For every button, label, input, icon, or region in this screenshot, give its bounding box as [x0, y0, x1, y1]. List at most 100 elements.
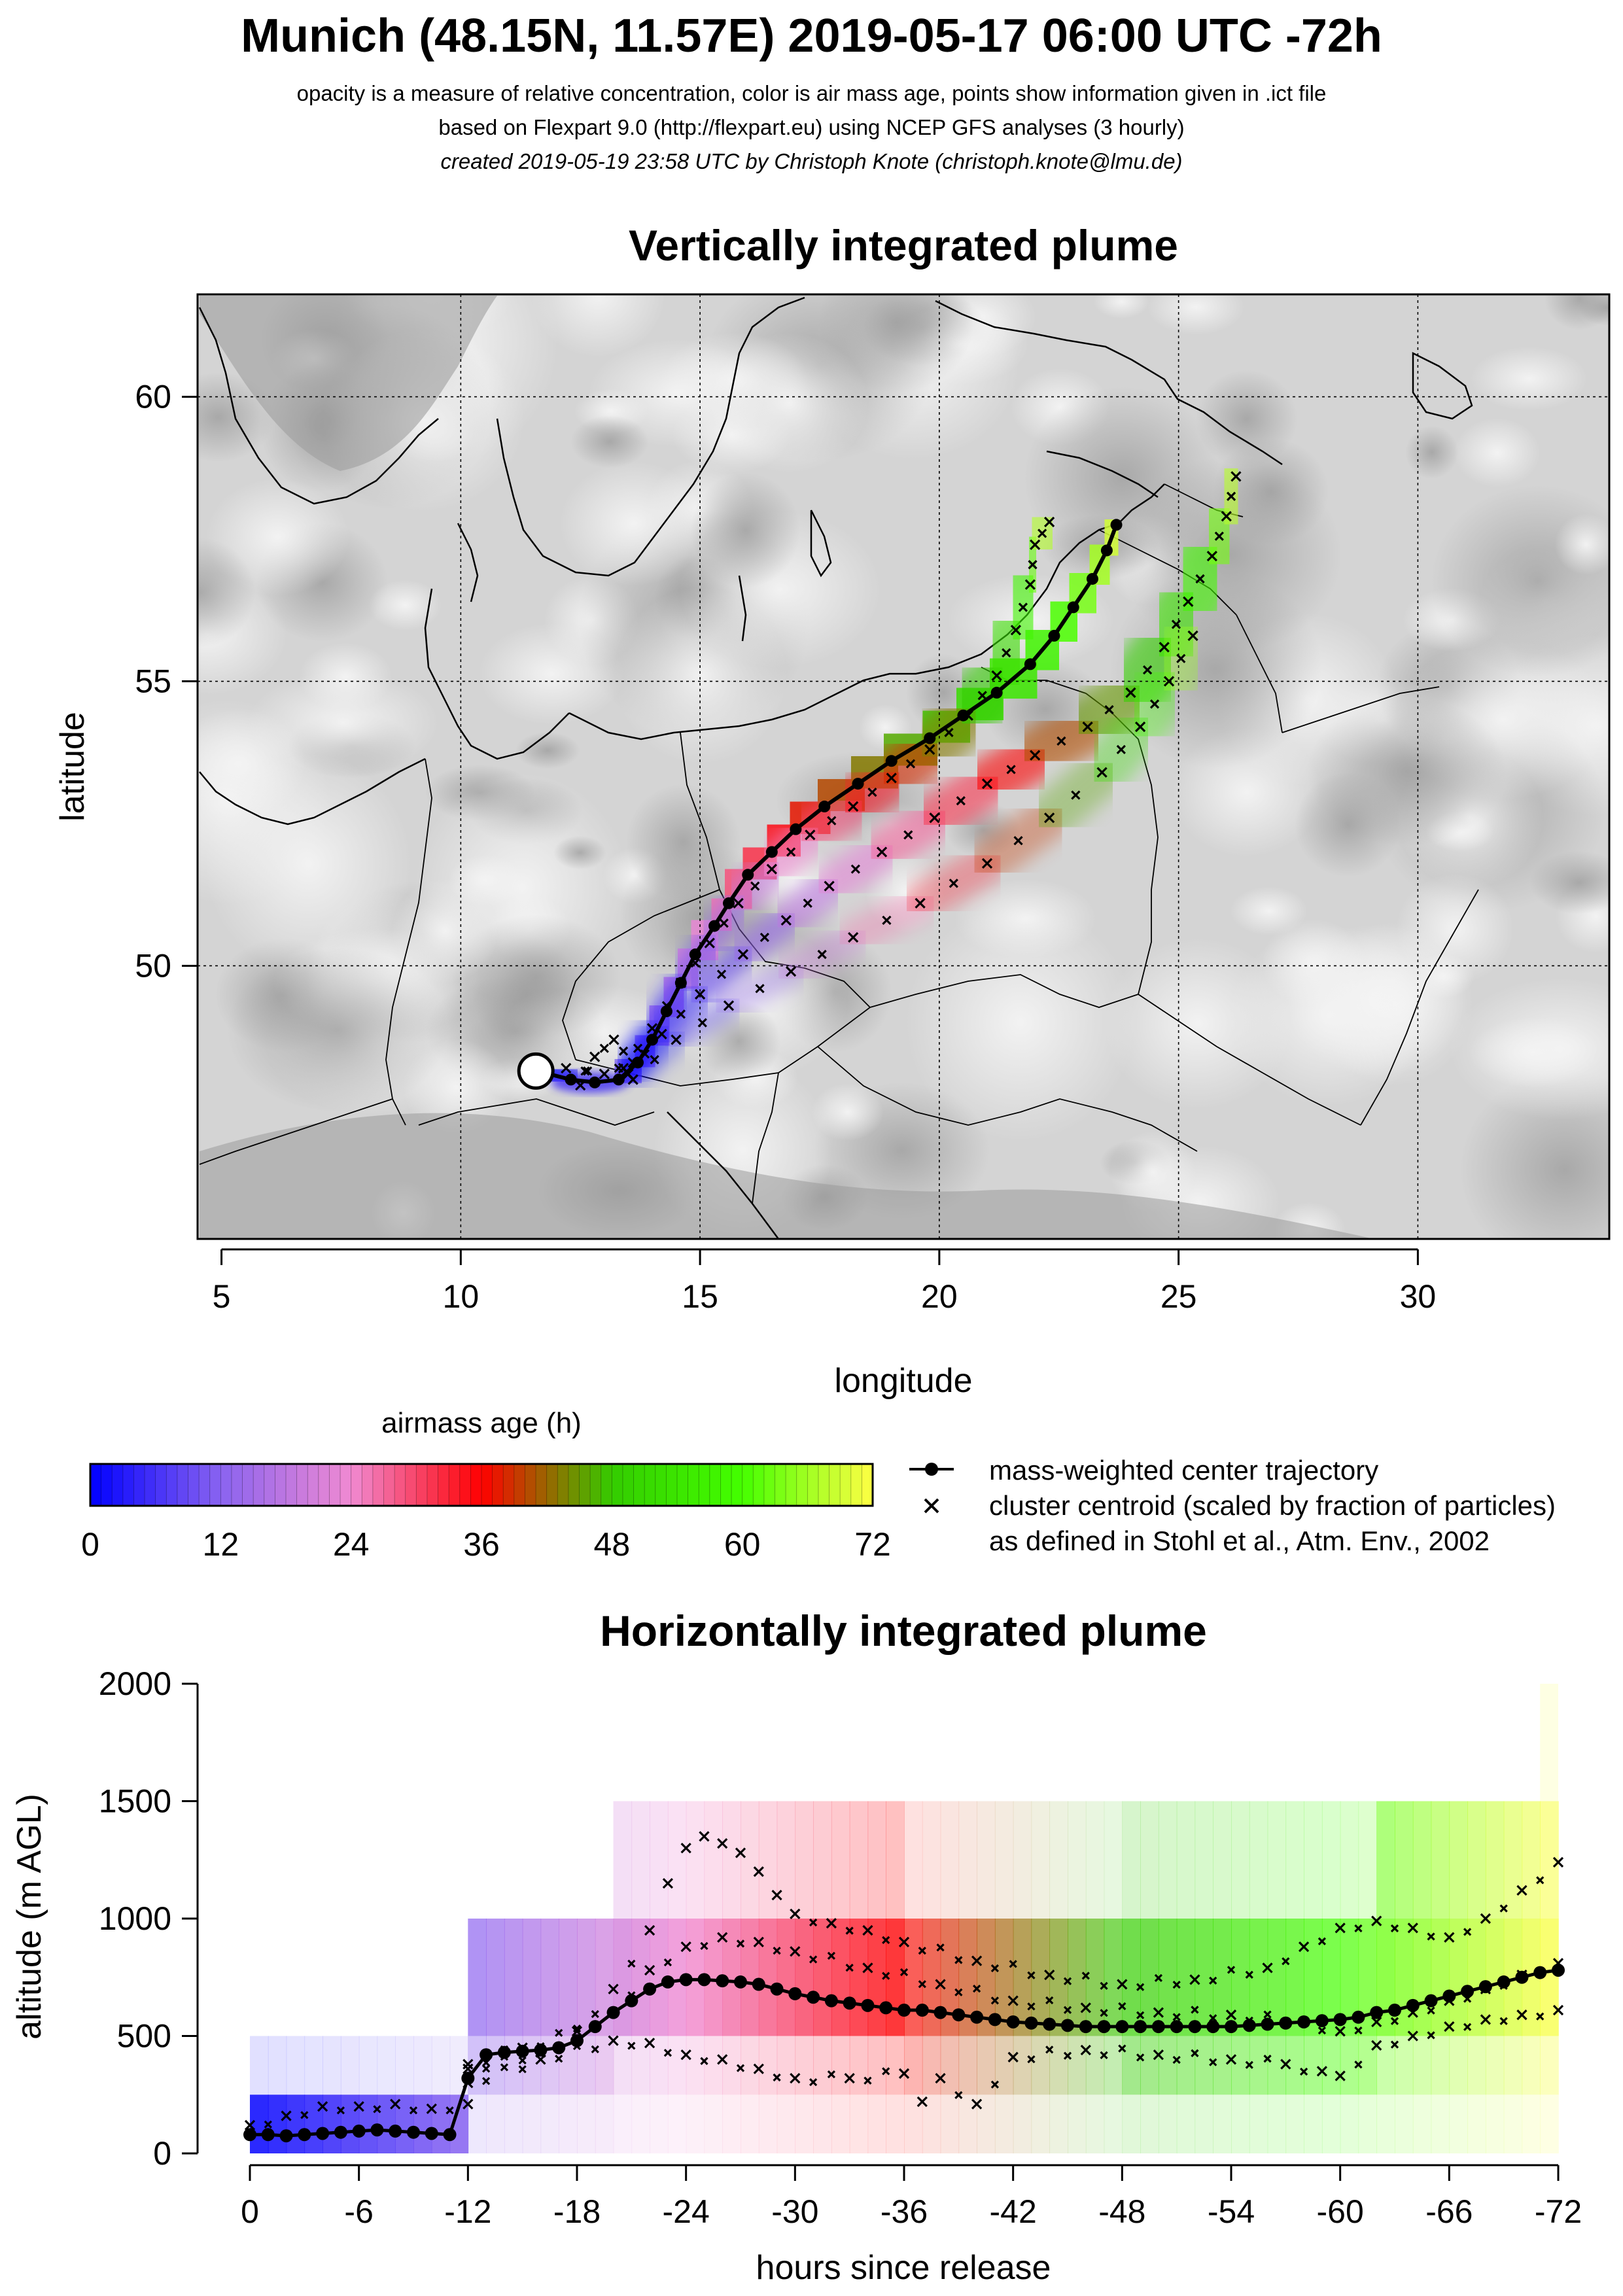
altitude-center-point [316, 2127, 330, 2140]
altitude-cluster-marker [1354, 2026, 1363, 2035]
altitude-cluster-marker [1499, 1904, 1508, 1913]
altitude-heat-cell [686, 2036, 705, 2095]
altitude-heat-cell [413, 2036, 432, 2095]
altitude-cluster-marker [1536, 1876, 1544, 1885]
altitude-cluster-marker [936, 1943, 945, 1952]
altitude-heat-cell [867, 2036, 887, 2095]
altitude-cluster-marker [972, 1984, 981, 1993]
colorbar-cell [731, 1464, 743, 1506]
altitude-heat-cell [1049, 1801, 1068, 1919]
cluster-centroid-marker [867, 788, 877, 797]
altitude-cluster-marker [426, 2103, 437, 2114]
altitude-heat-cell [1013, 1801, 1032, 1919]
colorbar-cell [601, 1464, 612, 1506]
center-trajectory-point [632, 1056, 644, 1069]
altitude-cluster-marker [627, 2042, 636, 2050]
altitude-center-point [988, 2013, 1002, 2026]
altitude-heat-cell [940, 2036, 960, 2095]
altitude-center-point [534, 2044, 548, 2057]
altitude-cluster-marker [1552, 1856, 1564, 1868]
altitude-center-point [915, 2004, 929, 2017]
altitude-cluster-marker [264, 2120, 272, 2129]
altitude-cluster-marker [1153, 2049, 1164, 2061]
altitude-cluster-marker [736, 2064, 745, 2072]
altitude-heat-cell [1158, 2095, 1178, 2153]
colorbar-cell [188, 1464, 200, 1506]
altitude-heat-cell [831, 1919, 850, 2036]
terrain-patch [811, 1083, 884, 1141]
altitude-cluster-marker [809, 1955, 818, 1964]
altitude-center-point [1134, 2020, 1147, 2034]
altitude-center-point [407, 2125, 420, 2139]
altitude-heat-cell [1449, 2036, 1468, 2095]
center-trajectory-point [722, 897, 735, 909]
altitude-cluster-marker [1009, 1960, 1017, 1968]
altitude-heat-cell [358, 2036, 378, 2095]
altitude-heat-cell [522, 2095, 542, 2153]
altitude-cluster-marker [862, 1924, 873, 1936]
altitude-cluster-marker [663, 1958, 672, 1967]
altitude-heat-cell [1249, 2036, 1268, 2095]
cluster-centroid-marker [671, 1034, 682, 1045]
colorbar-cell [568, 1464, 580, 1506]
altitude-cluster-marker [1427, 1932, 1435, 1941]
altitude-cluster-marker [753, 2063, 764, 2074]
altitude-cluster-marker [680, 1941, 691, 1953]
map-markers [517, 471, 1242, 1091]
altitude-heat-cell [922, 2036, 941, 2095]
altitude-heat-cell [631, 2095, 650, 2153]
altitude-heat-cell [704, 2095, 724, 2153]
altitude-heat-cell [1412, 1919, 1432, 2036]
altitude-cluster-marker [1480, 2014, 1492, 2025]
altitude-center-point [515, 2044, 529, 2058]
colorbar-cell [666, 1464, 678, 1506]
altitude-center-point [770, 1982, 784, 1996]
altitude-cluster-marker [1480, 1913, 1492, 1924]
altitude-heat-cell [777, 2095, 796, 2153]
altitude-cluster-marker [1444, 1932, 1455, 1943]
altitude-cluster-marker [281, 2110, 292, 2121]
colorbar-cell [492, 1464, 504, 1506]
center-trajectory-point [742, 869, 754, 881]
altitude-cluster-marker [954, 2091, 963, 2099]
altitude-heat-cell [1431, 2036, 1450, 2095]
altitude-heat-cell [613, 1801, 633, 1919]
altitude-heat-cell [1140, 1801, 1159, 1919]
altitude-cluster-marker [608, 2035, 619, 2046]
altitude-heat-cell [250, 2095, 269, 2153]
cluster-centroid-marker [1125, 687, 1136, 699]
center-trajectory-point [852, 778, 864, 790]
release-point-marker[interactable] [517, 1052, 555, 1090]
altitude-heat-cell [559, 1919, 578, 2036]
altitude-heat-cell [1395, 2036, 1414, 2095]
altitude-cluster-marker [1080, 2002, 1091, 2013]
colorbar-cell [644, 1464, 656, 1506]
altitude-heat-cell [1431, 1919, 1450, 2036]
altitude-center-point [261, 2128, 275, 2142]
cluster-centroid-marker [1018, 602, 1028, 612]
colorbar-cell [101, 1464, 113, 1506]
terrain-patch [570, 415, 649, 468]
altitude-cluster-marker [1100, 2009, 1108, 2017]
altitude-heat-cell [650, 1801, 669, 1919]
colorbar-cell [557, 1464, 569, 1506]
map-x-tick-label: 15 [682, 1278, 718, 1315]
map-texture [198, 294, 1609, 1239]
altitude-heat-cell [904, 1919, 923, 2036]
cluster-centroid-marker [614, 1063, 623, 1073]
cluster-centroid-marker [1206, 551, 1217, 562]
altitude-cluster-marker [882, 1936, 890, 1945]
altitude-heat-cell [1085, 2036, 1105, 2095]
altitude-heat-cell [1031, 2036, 1051, 2095]
cluster-centroid-marker [633, 1043, 643, 1053]
colorbar-cell [394, 1464, 406, 1506]
altitude-cluster-marker [1045, 2045, 1054, 2054]
center-trajectory-point [1067, 601, 1079, 614]
center-trajectory-point [708, 920, 721, 932]
cluster-centroid-marker [755, 984, 765, 994]
altitude-center-point [1188, 2020, 1202, 2034]
colorbar-cell [122, 1464, 135, 1506]
colorbar-cell [383, 1464, 395, 1506]
altitude-cluster-marker [1027, 2055, 1036, 2064]
center-trajectory-point [990, 686, 1003, 699]
